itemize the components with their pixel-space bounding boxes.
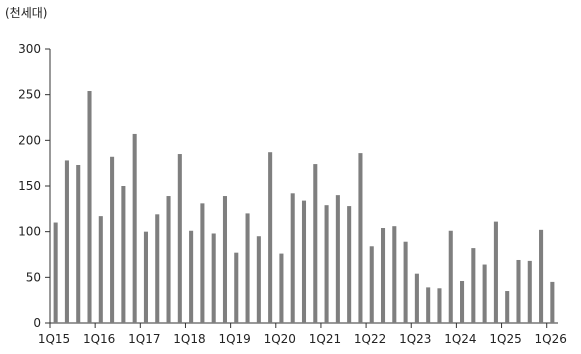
bar-3Q15 xyxy=(76,164,81,323)
bar-1Q22 xyxy=(369,246,374,323)
bar-2Q15 xyxy=(64,160,69,323)
bar-2Q23 xyxy=(426,287,431,323)
bar-4Q20 xyxy=(313,164,318,323)
bar-2Q19 xyxy=(245,213,250,323)
bar-2Q17 xyxy=(155,214,160,323)
x-tick-label: 1Q22 xyxy=(354,332,386,346)
bar-3Q22 xyxy=(392,226,397,323)
y-tick-label: 0 xyxy=(33,316,41,330)
bar-2Q21 xyxy=(335,195,340,323)
bar-1Q18 xyxy=(189,230,194,323)
bar-2Q22 xyxy=(380,228,386,323)
bar-4Q17 xyxy=(177,154,182,323)
y-tick-label: 150 xyxy=(18,179,41,193)
bar-3Q24 xyxy=(482,264,487,323)
x-tick-label: 1Q20 xyxy=(264,332,296,346)
bar-1Q26 xyxy=(550,281,555,323)
bar-2Q18 xyxy=(200,203,205,323)
bar-3Q18 xyxy=(211,233,216,323)
bar-4Q21 xyxy=(358,153,363,323)
bar-4Q23 xyxy=(448,230,453,323)
bar-1Q20 xyxy=(279,253,284,323)
bar-1Q17 xyxy=(143,231,148,323)
bar-4Q18 xyxy=(222,196,228,323)
bar-4Q25 xyxy=(539,229,544,323)
bar-1Q16 xyxy=(98,216,103,323)
bar-2Q24 xyxy=(471,248,476,323)
y-tick-label: 50 xyxy=(26,270,41,284)
x-tick-label: 1Q17 xyxy=(128,332,160,346)
bar-1Q15 xyxy=(53,222,58,323)
bar-2Q20 xyxy=(290,193,295,323)
x-tick-label: 1Q25 xyxy=(489,332,521,346)
bar-2Q25 xyxy=(516,259,521,323)
bar-4Q19 xyxy=(268,152,273,323)
bar-2Q16 xyxy=(110,156,115,323)
bar-3Q17 xyxy=(166,196,171,323)
x-tick-label: 1Q26 xyxy=(535,332,567,346)
unit-label: (천세대) xyxy=(5,6,48,20)
bar-1Q25 xyxy=(505,291,510,323)
bar-1Q23 xyxy=(414,273,419,323)
x-tick-label: 1Q19 xyxy=(218,332,250,346)
x-axis: 1Q15 1Q16 1Q17 1Q18 1Q19 1Q20 1Q21 1Q22 1Q23 1Q24… xyxy=(38,322,567,346)
y-axis: 0 50 100 150 200 250 300 xyxy=(18,42,51,330)
bar-1Q19 xyxy=(234,252,239,323)
x-tick-label: 1Q24 xyxy=(444,332,476,346)
bar-3Q16 xyxy=(121,186,126,323)
x-tick-label: 1Q18 xyxy=(173,332,205,346)
x-tick-label: 1Q16 xyxy=(83,332,115,346)
bar-4Q16 xyxy=(132,133,137,323)
bar-3Q19 xyxy=(256,236,261,323)
bar-3Q23 xyxy=(437,288,442,323)
bar-3Q21 xyxy=(347,206,352,323)
bar-4Q22 xyxy=(403,241,408,323)
bar-4Q15 xyxy=(87,91,92,323)
bar-1Q21 xyxy=(324,205,329,323)
x-tick-label: 1Q21 xyxy=(309,332,341,346)
y-tick-label: 300 xyxy=(18,42,41,56)
bar-3Q25 xyxy=(527,260,532,323)
bar-3Q20 xyxy=(301,200,307,323)
bar-1Q24 xyxy=(460,280,465,323)
bar-4Q24 xyxy=(493,221,498,323)
bar-series xyxy=(53,91,555,323)
y-tick-label: 200 xyxy=(18,133,41,147)
y-tick-label: 250 xyxy=(18,88,41,102)
x-tick-label: 1Q15 xyxy=(38,332,70,346)
y-tick-label: 100 xyxy=(18,225,41,239)
x-tick-label: 1Q23 xyxy=(399,332,431,346)
